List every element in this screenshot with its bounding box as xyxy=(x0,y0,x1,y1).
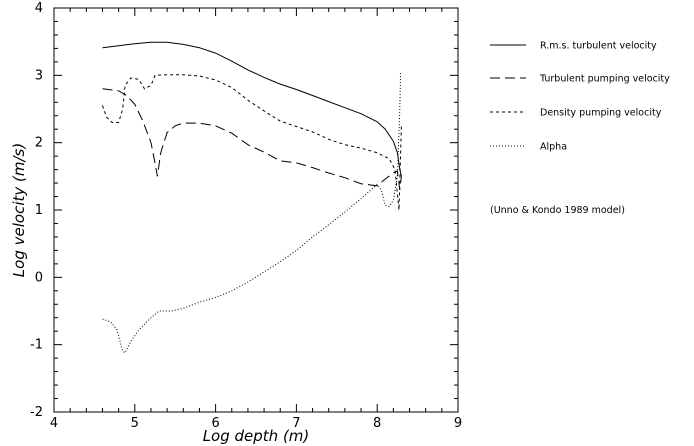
x-tick-label: 7 xyxy=(292,416,300,431)
legend-entry-label: Turbulent pumping velocity xyxy=(539,74,670,85)
axis-ticks xyxy=(53,7,459,413)
legend: R.m.s. turbulent velocity Turbulent pumpi… xyxy=(490,41,670,153)
x-tick-label: 6 xyxy=(211,416,219,431)
x-tick-label: 9 xyxy=(454,416,462,431)
y-tick-label: 4 xyxy=(35,1,43,16)
y-tick-label: -1 xyxy=(30,338,43,353)
legend-entry-label: R.m.s. turbulent velocity xyxy=(540,41,657,52)
y-tick-label: 0 xyxy=(35,270,43,285)
series-line-1 xyxy=(102,41,402,177)
legend-entry-label: Alpha xyxy=(540,142,567,153)
x-tick-labels: 4 5 6 7 8 9 xyxy=(50,416,462,431)
y-tick-label: 2 xyxy=(35,136,43,151)
series-lines xyxy=(102,41,402,354)
y-tick-label: -2 xyxy=(30,405,43,420)
y-tick-labels: -2 -1 0 1 2 3 4 xyxy=(30,1,43,420)
y-tick-label: 3 xyxy=(35,68,43,83)
legend-entry-label: Density pumping velocity xyxy=(540,108,662,119)
x-axis-label: Log depth (m) xyxy=(203,427,310,445)
series-line-3 xyxy=(102,74,402,211)
series-line-4 xyxy=(102,71,402,354)
plot-frame xyxy=(53,7,459,413)
x-tick-label: 5 xyxy=(131,416,139,431)
model-annotation: (Unno & Kondo 1989 model) xyxy=(490,205,625,216)
series-line-2 xyxy=(102,88,402,190)
x-tick-label: 8 xyxy=(373,416,381,431)
x-tick-label: 4 xyxy=(50,416,58,431)
y-axis-label: Log velocity (m/s) xyxy=(10,143,28,277)
y-tick-label: 1 xyxy=(35,203,43,218)
